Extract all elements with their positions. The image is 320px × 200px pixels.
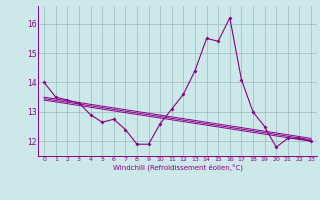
X-axis label: Windchill (Refroidissement éolien,°C): Windchill (Refroidissement éolien,°C) <box>113 164 243 171</box>
